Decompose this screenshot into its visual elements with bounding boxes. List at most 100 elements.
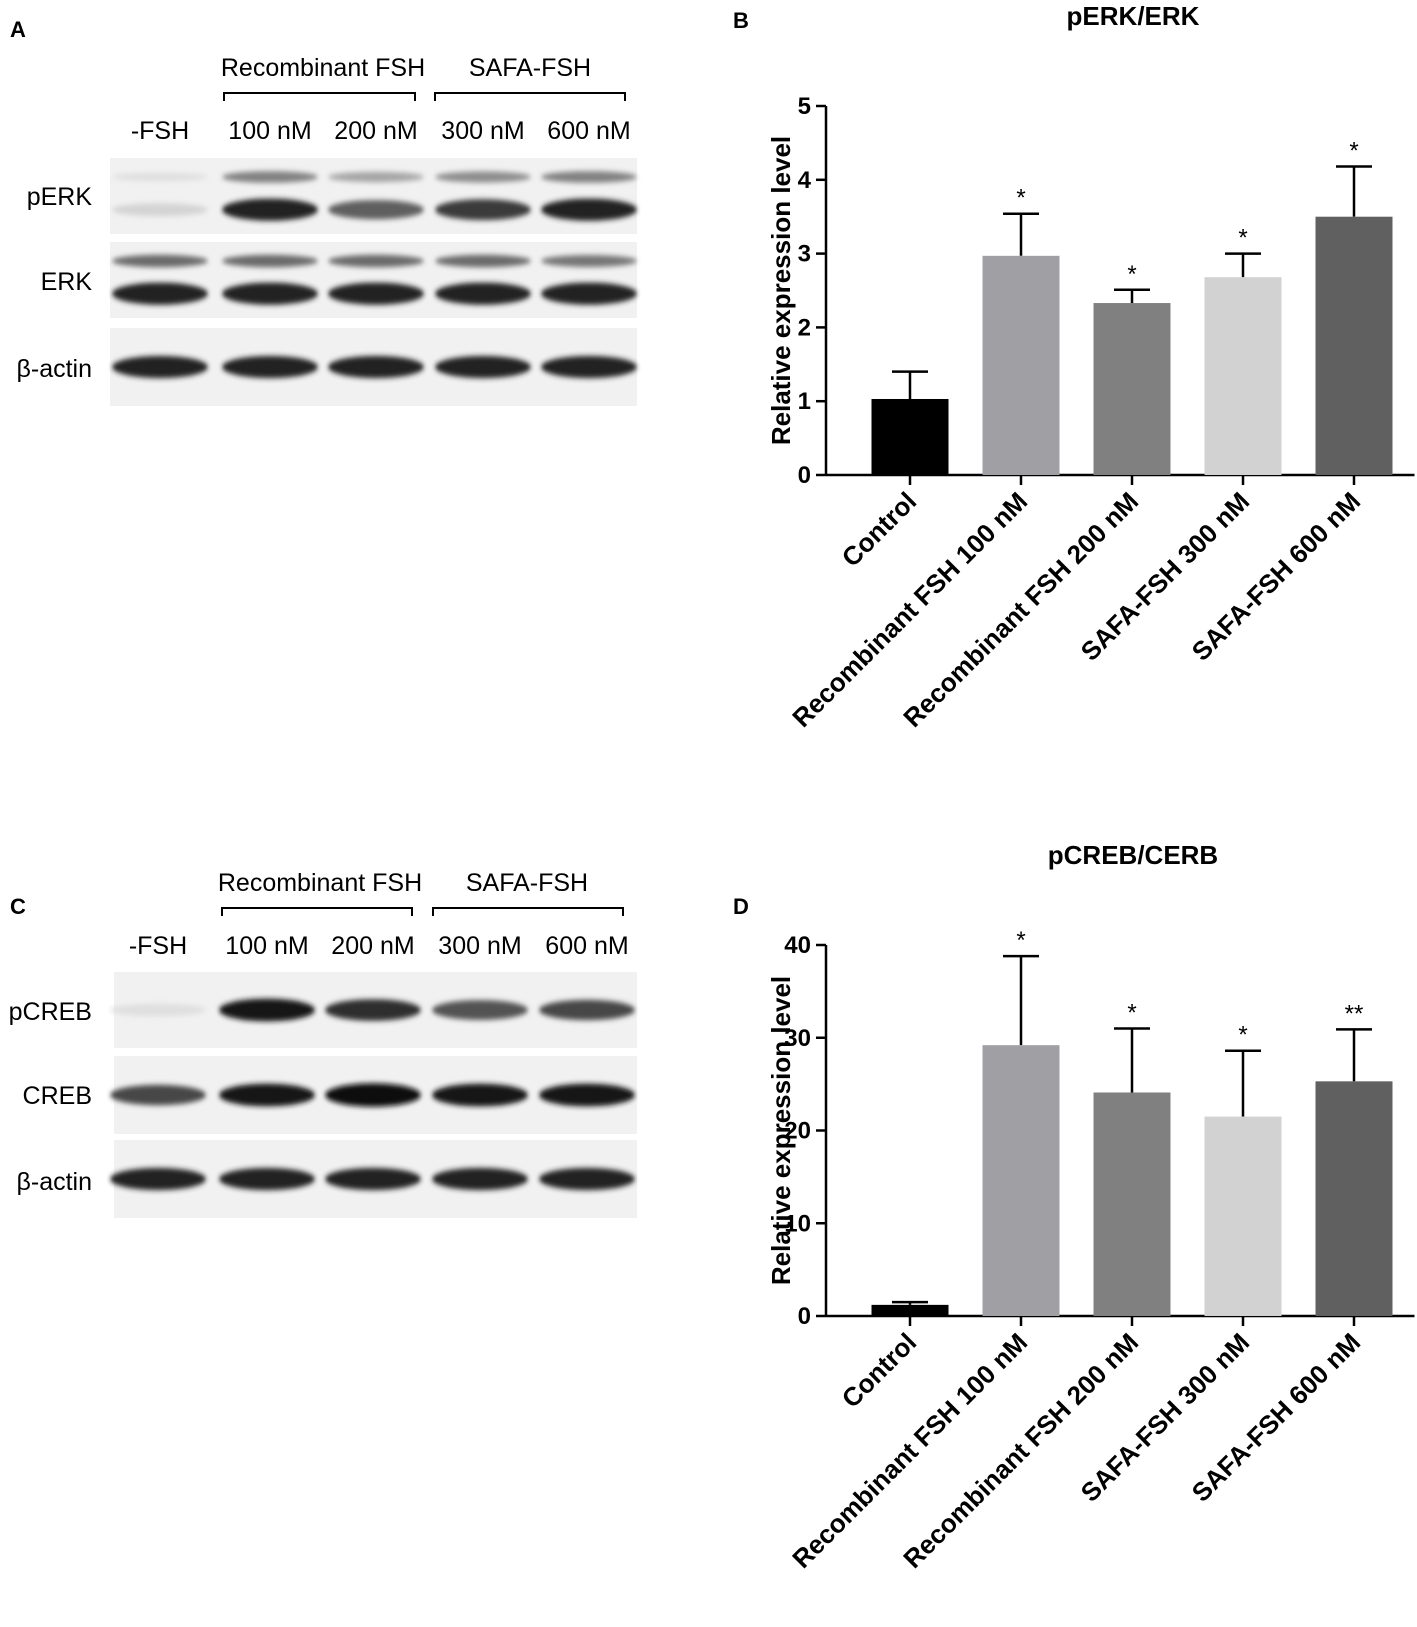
lane-label-600-nm: 600 nM bbox=[547, 117, 630, 145]
blot-band bbox=[110, 1167, 206, 1191]
y-axis-title: Relative expression level bbox=[766, 976, 796, 1285]
lane-label-fsh: -FSH bbox=[129, 932, 187, 960]
blot-band bbox=[328, 355, 424, 379]
bar-control bbox=[871, 1304, 949, 1316]
blot-band bbox=[432, 1083, 528, 1107]
significance-marker-recombinant-fsh-100-nm: * bbox=[1016, 185, 1025, 212]
y-tick-label: 2 bbox=[798, 314, 811, 341]
panel-label-a: A bbox=[10, 17, 26, 42]
bar-recombinant-fsh-200-nm bbox=[1093, 1092, 1171, 1316]
western-blot-c: Recombinant FSH SAFA-FSH -FSH 100 nM 200 nM 3… bbox=[9, 869, 637, 1218]
category-label-recombinant-fsh-200-nm: Recombinant FSH 200 nM bbox=[897, 486, 1144, 733]
blot-band-upper bbox=[222, 171, 318, 183]
blot-band bbox=[435, 282, 531, 305]
chart-title: pCREB/CERB bbox=[1048, 840, 1218, 870]
blot-membrane-strip bbox=[110, 158, 637, 234]
y-tick-label: 10 bbox=[784, 1210, 811, 1237]
blot-band bbox=[541, 355, 637, 379]
significance-marker-safa-fsh-600-nm: * bbox=[1349, 138, 1358, 165]
significance-marker-recombinant-fsh-200-nm: * bbox=[1127, 999, 1136, 1026]
y-tick-label: 30 bbox=[784, 1025, 811, 1052]
bar-safa-fsh-300-nm bbox=[1204, 1116, 1282, 1316]
y-axis-title: Relative expression level bbox=[766, 136, 796, 445]
lane-label-200-nm: 200 nM bbox=[331, 932, 414, 960]
blot-band bbox=[539, 1083, 635, 1107]
blot-group-bracket bbox=[223, 92, 416, 101]
lane-label-600-nm: 600 nM bbox=[545, 932, 628, 960]
blot-band bbox=[539, 1167, 635, 1191]
blot-band-upper bbox=[541, 255, 637, 267]
significance-marker-safa-fsh-300-nm: * bbox=[1238, 1022, 1247, 1049]
lane-label-300-nm: 300 nM bbox=[441, 117, 524, 145]
y-tick-label: 4 bbox=[798, 167, 812, 194]
blot-row-label-pcreb: pCREB bbox=[9, 998, 92, 1026]
blot-band-upper bbox=[328, 254, 424, 268]
blot-band-upper bbox=[328, 171, 424, 183]
lane-label-fsh: -FSH bbox=[131, 117, 189, 145]
bar-recombinant-fsh-200-nm bbox=[1093, 303, 1171, 475]
significance-marker-safa-fsh-600-nm: ** bbox=[1345, 1000, 1364, 1027]
lane-label-300-nm: 300 nM bbox=[438, 932, 521, 960]
y-tick-label: 20 bbox=[784, 1118, 811, 1145]
blot-row-label-beta-actin: β-actin bbox=[16, 1168, 92, 1196]
blot-band bbox=[325, 999, 421, 1021]
y-tick-label: 0 bbox=[798, 462, 811, 489]
blot-band bbox=[432, 1167, 528, 1191]
lane-label-100-nm: 100 nM bbox=[225, 932, 308, 960]
significance-marker-recombinant-fsh-200-nm: * bbox=[1127, 261, 1136, 288]
y-tick-label: 1 bbox=[798, 388, 811, 415]
blot-band bbox=[112, 282, 208, 305]
y-tick-label: 40 bbox=[784, 932, 811, 959]
bar-recombinant-fsh-100-nm bbox=[982, 255, 1060, 475]
category-label-recombinant-fsh-200-nm: Recombinant FSH 200 nM bbox=[897, 1327, 1144, 1574]
blot-band bbox=[328, 200, 424, 220]
blot-band bbox=[435, 199, 531, 221]
significance-marker-safa-fsh-300-nm: * bbox=[1238, 225, 1247, 252]
blot-band bbox=[325, 1167, 421, 1191]
panel-label-d: D bbox=[733, 894, 749, 919]
blot-band bbox=[112, 355, 208, 379]
blot-band-upper bbox=[435, 254, 531, 268]
blot-band bbox=[222, 198, 318, 221]
blot-group-bracket bbox=[221, 907, 413, 916]
bar-control bbox=[871, 398, 949, 475]
category-label-recombinant-fsh-100-nm: Recombinant FSH 100 nM bbox=[786, 1327, 1033, 1574]
panel-label-c: C bbox=[10, 894, 26, 919]
blot-band-upper bbox=[112, 254, 208, 268]
blot-band bbox=[539, 999, 635, 1021]
y-tick-label: 0 bbox=[798, 1303, 811, 1330]
blot-band bbox=[219, 1083, 315, 1107]
bar-recombinant-fsh-100-nm bbox=[982, 1045, 1060, 1316]
blot-band bbox=[435, 355, 531, 379]
blot-row-label-creb: CREB bbox=[23, 1082, 92, 1110]
blot-band bbox=[219, 1167, 315, 1191]
blot-group-header-recombinant-fsh: Recombinant FSH bbox=[221, 54, 425, 82]
bar-safa-fsh-300-nm bbox=[1204, 277, 1282, 475]
significance-marker-recombinant-fsh-100-nm: * bbox=[1016, 927, 1025, 954]
blot-row-label-erk: ERK bbox=[41, 268, 93, 296]
blot-band bbox=[222, 282, 318, 305]
blot-group-bracket bbox=[434, 92, 626, 101]
panel-label-b: B bbox=[733, 8, 749, 33]
blot-band-upper bbox=[541, 171, 637, 183]
category-label-control: Control bbox=[836, 1327, 923, 1414]
western-blot-a: Recombinant FSH SAFA-FSH -FSH 100 nM 200 nM 3… bbox=[16, 54, 637, 406]
blot-group-header-recombinant-fsh: Recombinant FSH bbox=[218, 869, 422, 897]
lane-label-100-nm: 100 nM bbox=[228, 117, 311, 145]
lane-label-200-nm: 200 nM bbox=[334, 117, 417, 145]
blot-band bbox=[219, 998, 315, 1022]
blot-band bbox=[112, 203, 208, 217]
blot-group-header-safa-fsh: SAFA-FSH bbox=[466, 869, 588, 897]
blot-band bbox=[328, 282, 424, 305]
blot-row-label-perk: pERK bbox=[27, 183, 93, 211]
blot-group-bracket bbox=[432, 907, 624, 916]
blot-band bbox=[222, 355, 318, 379]
blot-band-upper bbox=[112, 172, 208, 182]
category-label-control: Control bbox=[836, 486, 923, 573]
blot-band bbox=[110, 1084, 206, 1106]
blot-band bbox=[541, 282, 637, 305]
y-tick-label: 3 bbox=[798, 241, 811, 268]
blot-band-upper bbox=[435, 171, 531, 183]
